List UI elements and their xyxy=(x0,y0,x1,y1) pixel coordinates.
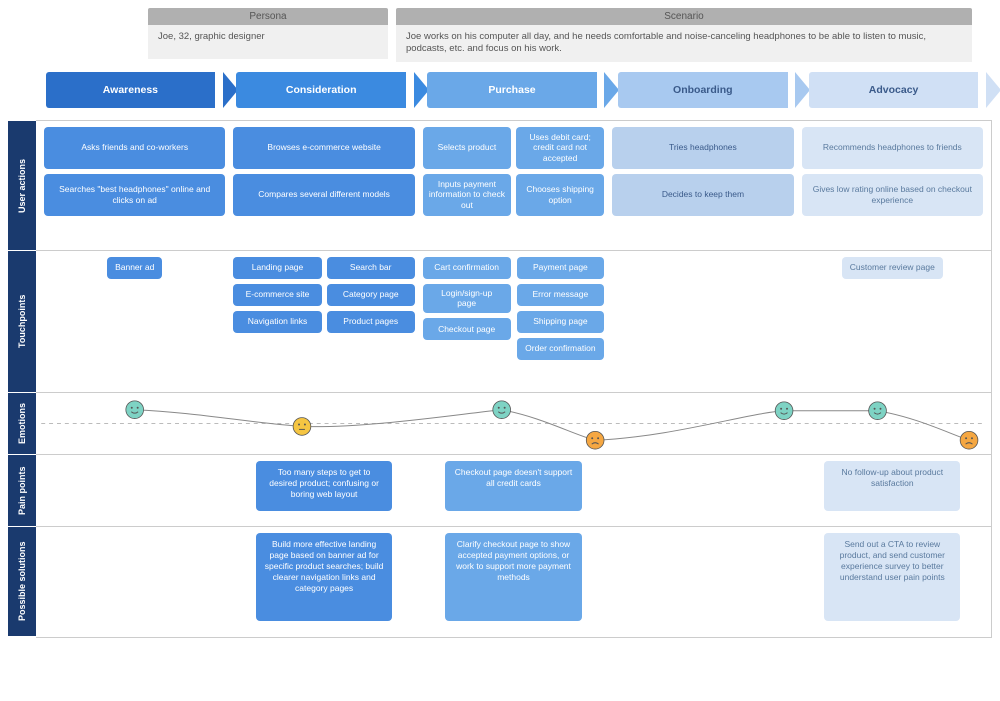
card: Asks friends and co-workers xyxy=(44,127,225,169)
journey-map: Persona Joe, 32, graphic designer Scenar… xyxy=(0,0,1000,646)
card: Uses debit card; credit card not accepte… xyxy=(516,127,604,169)
card: Banner ad xyxy=(107,257,162,279)
face-happy xyxy=(126,401,144,419)
row-label-emotions: Emotions xyxy=(8,392,36,454)
card: Checkout page xyxy=(423,318,511,340)
card: Decides to keep them xyxy=(612,174,793,216)
pain-consideration: Too many steps to get to desired product… xyxy=(229,461,418,520)
stage-onboarding: Onboarding xyxy=(610,72,795,108)
face-happy xyxy=(869,402,887,420)
card: Selects product xyxy=(423,127,511,169)
pain-purchase: Checkout page doesn't support all credit… xyxy=(419,461,608,520)
pain-awareness xyxy=(40,461,229,520)
face-sad xyxy=(586,431,604,449)
face-neutral xyxy=(293,417,311,435)
row-pain: Too many steps to get to desired product… xyxy=(36,455,991,527)
card: Shipping page xyxy=(517,311,605,333)
row-label-solutions: Possible solutions xyxy=(8,526,36,636)
card: Landing page xyxy=(233,257,321,279)
emotions-svg xyxy=(36,393,991,454)
persona-label: Persona xyxy=(148,8,388,25)
pain-card: Too many steps to get to desired product… xyxy=(256,461,392,511)
face-sad xyxy=(960,431,978,449)
card: Tries headphones xyxy=(612,127,793,169)
row-label-pain: Pain points xyxy=(8,454,36,526)
card: Searches "best headphones" online and cl… xyxy=(44,174,225,216)
row-labels: User actions Touchpoints Emotions Pain p… xyxy=(8,120,36,638)
card: Payment page xyxy=(517,257,605,279)
persona-box: Persona Joe, 32, graphic designer xyxy=(148,8,388,62)
sol-advocacy: Send out a CTA to review product, and se… xyxy=(798,533,987,631)
card: Order confirmation xyxy=(517,338,605,360)
scenario-label: Scenario xyxy=(396,8,972,25)
card: Navigation links xyxy=(233,311,321,333)
sol-purchase: Clarify checkout page to show accepted p… xyxy=(419,533,608,631)
row-emotions xyxy=(36,393,991,455)
stage-consideration: Consideration xyxy=(229,72,414,108)
card: Browses e-commerce website xyxy=(233,127,414,169)
sol-awareness xyxy=(40,533,229,631)
card: Cart confirmation xyxy=(423,257,511,279)
card: Login/sign-up page xyxy=(423,284,511,313)
stage-advocacy: Advocacy xyxy=(801,72,986,108)
card: Compares several different models xyxy=(233,174,414,216)
row-solutions: Build more effective landing page based … xyxy=(36,527,991,637)
solution-card: Build more effective landing page based … xyxy=(256,533,392,621)
face-happy xyxy=(493,401,511,419)
card: Error message xyxy=(517,284,605,306)
stages-row: AwarenessConsiderationPurchaseOnboarding… xyxy=(38,72,992,108)
persona-text: Joe, 32, graphic designer xyxy=(148,25,388,59)
row-label-touchpoints: Touchpoints xyxy=(8,250,36,392)
face-happy xyxy=(775,402,793,420)
scenario-box: Scenario Joe works on his computer all d… xyxy=(396,8,972,62)
pain-card: Checkout page doesn't support all credit… xyxy=(445,461,581,511)
card: Chooses shipping option xyxy=(516,174,604,216)
pain-onboarding xyxy=(608,461,797,520)
card: Category page xyxy=(327,284,415,306)
pain-card: No follow-up about product satisfaction xyxy=(824,461,960,511)
stage-awareness: Awareness xyxy=(38,72,223,108)
pain-advocacy: No follow-up about product satisfaction xyxy=(798,461,987,520)
card: Search bar xyxy=(327,257,415,279)
card: E-commerce site xyxy=(233,284,321,306)
sol-consideration: Build more effective landing page based … xyxy=(229,533,418,631)
solution-card: Send out a CTA to review product, and se… xyxy=(824,533,960,621)
row-label-actions: User actions xyxy=(8,120,36,250)
row-touchpoints: Banner ad Landing page Search bar E-commerc… xyxy=(36,251,991,393)
row-actions: Asks friends and co-workers Searches "bes… xyxy=(36,121,991,251)
card: Gives low rating online based on checkou… xyxy=(802,174,983,216)
scenario-text: Joe works on his computer all day, and h… xyxy=(396,25,972,62)
grid: User actions Touchpoints Emotions Pain p… xyxy=(8,120,992,638)
card: Inputs payment information to check out xyxy=(423,174,511,216)
content: Asks friends and co-workers Searches "bes… xyxy=(36,120,992,638)
card: Recommends headphones to friends xyxy=(802,127,983,169)
card: Product pages xyxy=(327,311,415,333)
card: Customer review page xyxy=(842,257,943,279)
solution-card: Clarify checkout page to show accepted p… xyxy=(445,533,581,621)
stage-purchase: Purchase xyxy=(420,72,605,108)
top-headers: Persona Joe, 32, graphic designer Scenar… xyxy=(148,8,992,62)
sol-onboarding xyxy=(608,533,797,631)
